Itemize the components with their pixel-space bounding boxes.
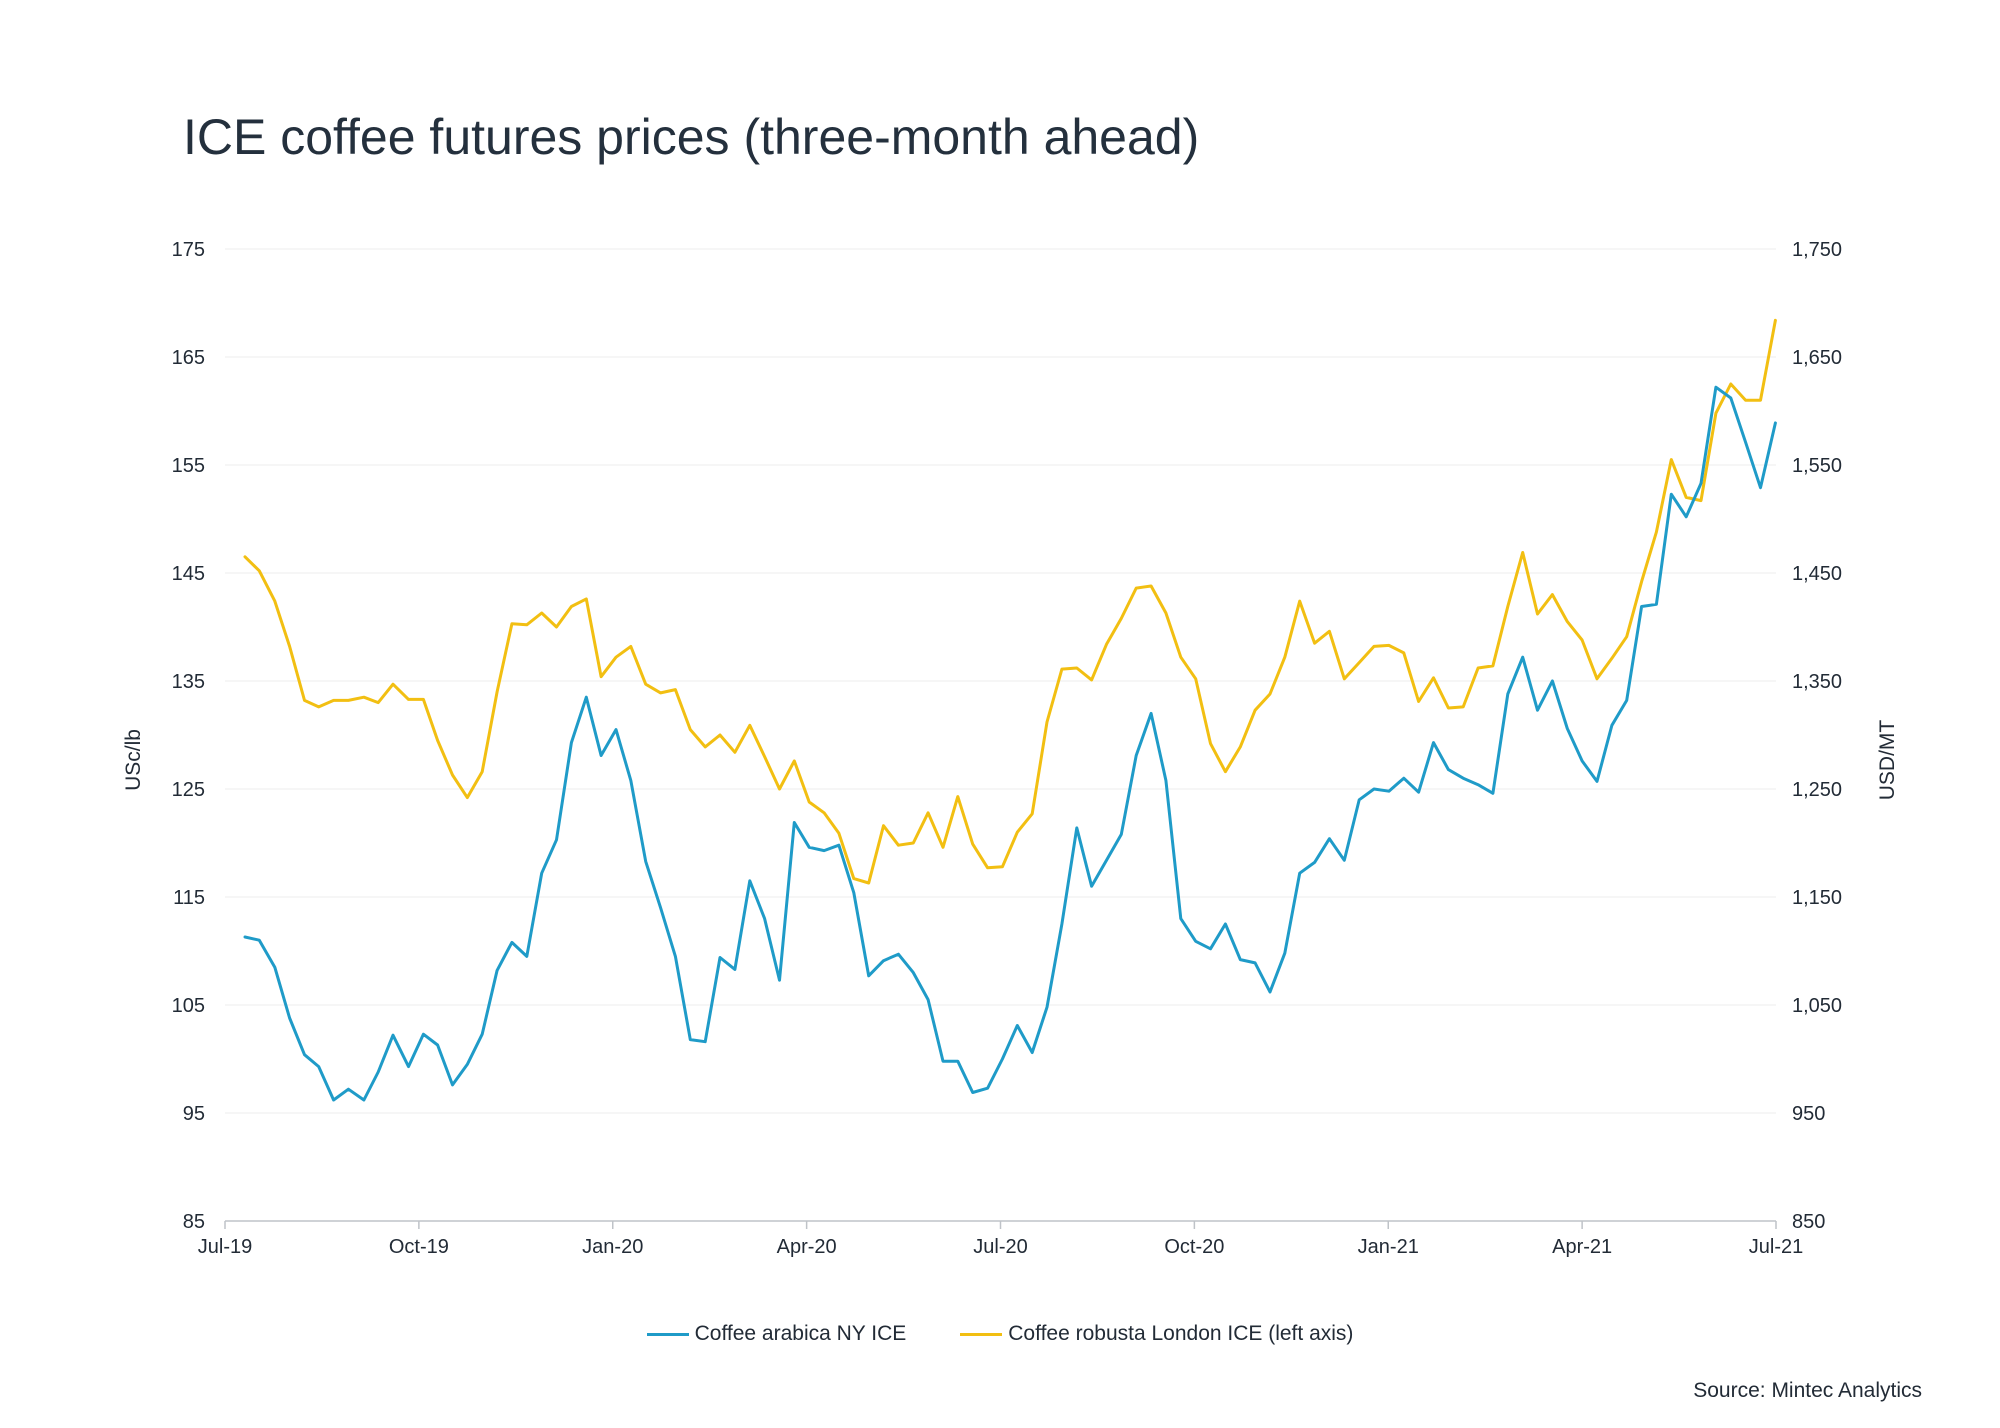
x-tick-label: Jan-21 (1358, 1236, 1419, 1258)
legend: Coffee arabica NY ICE Coffee robusta Lon… (0, 1322, 2000, 1346)
x-tick-label: Oct-20 (1164, 1236, 1224, 1258)
chart-title: ICE coffee futures prices (three-month a… (183, 109, 1200, 165)
series-lines (243, 318, 1777, 1102)
left-axis-ticks: 175 165 155 145 135 125 115 105 95 85 (172, 239, 205, 1233)
y-tick-label-right: 1,250 (1792, 779, 1842, 801)
y-tick-label-right: 1,550 (1792, 455, 1842, 477)
gridlines (225, 248, 1776, 1114)
series-line-arabica (243, 385, 1777, 1102)
x-tick-label: Jul-19 (198, 1236, 252, 1258)
right-axis-ticks: 1,750 1,650 1,550 1,450 1,350 1,250 1,150 1,050… (1792, 239, 1842, 1233)
legend-swatch-arabica (646, 1332, 689, 1336)
x-tick-label: Jul-20 (973, 1236, 1027, 1258)
source-note: Source: Mintec Analytics (1693, 1379, 1922, 1402)
series-line-robusta (243, 318, 1777, 885)
x-axis: Jul-19 Oct-19 Jan-20 Apr-20 Jul-20 Oct-20 Jan-… (198, 1220, 1803, 1258)
y-tick-label-left: 155 (172, 455, 205, 477)
y-tick-label-right: 1,750 (1792, 239, 1842, 261)
y-tick-label-left: 115 (173, 887, 205, 909)
y-tick-label-left: 85 (183, 1211, 205, 1233)
y-tick-label-left: 105 (172, 995, 205, 1017)
y-tick-label-left: 145 (172, 563, 205, 585)
x-tick-label: Apr-21 (1552, 1236, 1612, 1258)
y-tick-label-right: 850 (1792, 1211, 1825, 1233)
y-tick-label-right: 1,150 (1792, 887, 1842, 909)
y-tick-label-left: 125 (172, 779, 205, 801)
y-tick-label-right: 1,350 (1792, 671, 1842, 693)
y-tick-label-left: 175 (172, 239, 205, 261)
y-tick-label-right: 1,650 (1792, 347, 1842, 369)
y-tick-label-left: 135 (172, 671, 205, 693)
y-tick-label-right: 950 (1792, 1103, 1825, 1125)
legend-item-arabica[interactable]: Coffee arabica NY ICE (646, 1322, 907, 1346)
right-axis-label: USD/MT (1876, 720, 1899, 801)
x-tick-label: Oct-19 (389, 1236, 449, 1258)
x-tick-label: Apr-20 (777, 1236, 837, 1258)
x-tick-label: Jan-20 (582, 1236, 643, 1258)
y-tick-label-left: 95 (183, 1103, 205, 1125)
legend-label-robusta: Coffee robusta London ICE (left axis) (1008, 1322, 1354, 1345)
y-tick-label-right: 1,450 (1792, 563, 1842, 585)
x-tick-label: Jul-21 (1749, 1236, 1803, 1258)
y-tick-label-right: 1,050 (1792, 995, 1842, 1017)
legend-item-robusta[interactable]: Coffee robusta London ICE (left axis) (960, 1322, 1353, 1346)
left-axis-label: USc/lb (122, 729, 145, 791)
legend-swatch-robusta (960, 1332, 1003, 1336)
y-tick-label-left: 165 (172, 347, 205, 369)
legend-label-arabica: Coffee arabica NY ICE (694, 1322, 907, 1345)
